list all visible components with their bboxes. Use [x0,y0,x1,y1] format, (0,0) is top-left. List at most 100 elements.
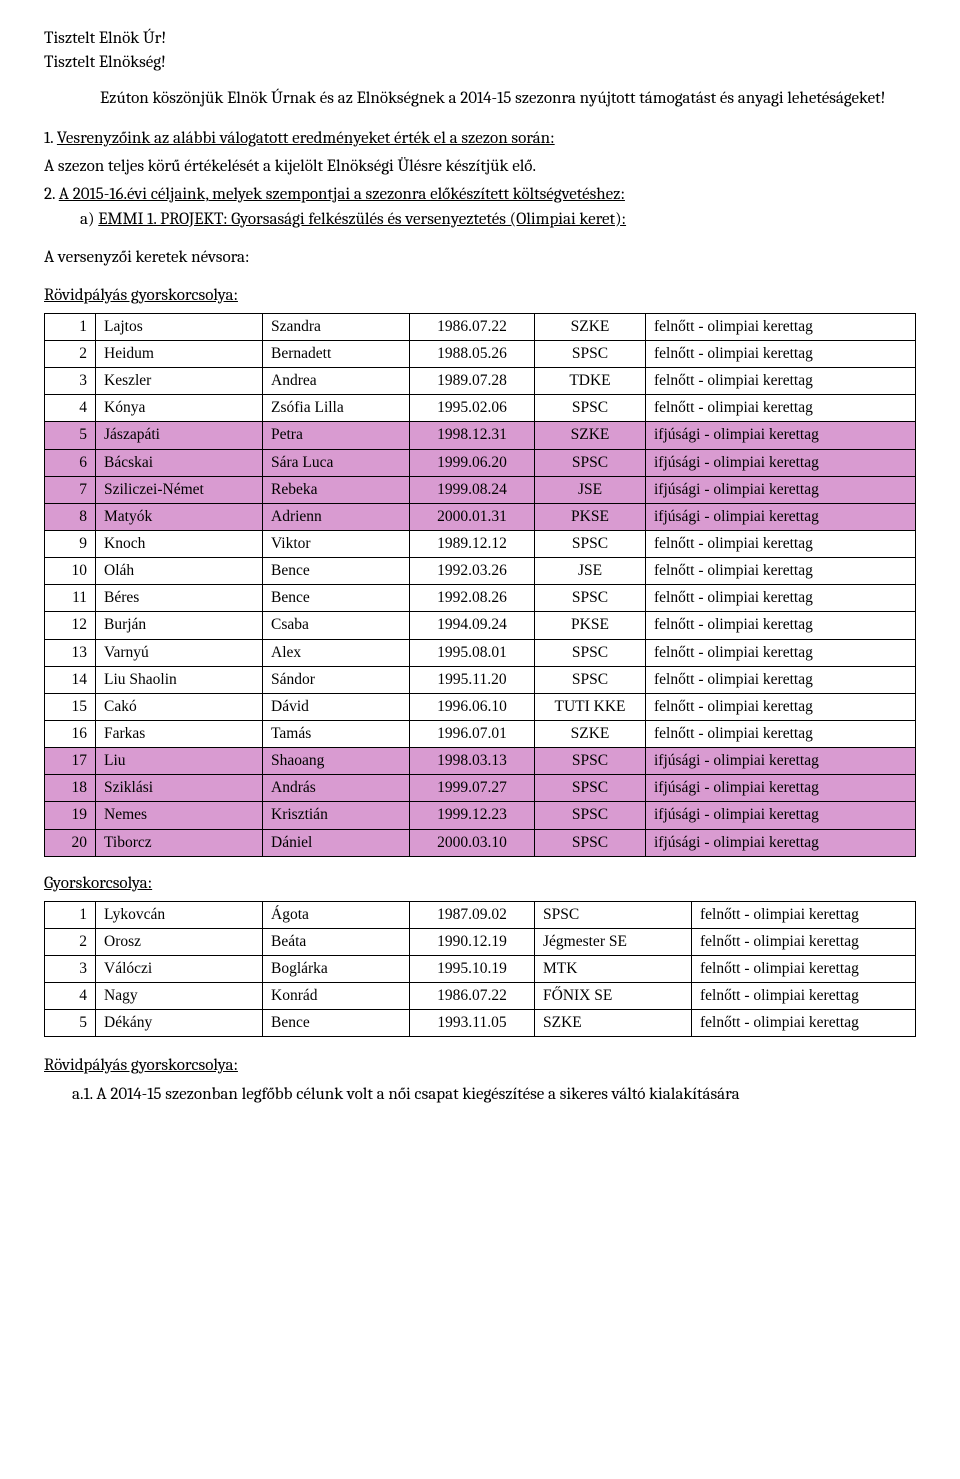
row-number: 17 [45,748,96,775]
row-number: 11 [45,585,96,612]
category: felnőtt - olimpiai kerettag [692,983,916,1010]
row-number: 4 [45,395,96,422]
birth-date: 1999.12.23 [410,802,535,829]
category: felnőtt - olimpiai kerettag [646,612,916,639]
club: TDKE [535,368,646,395]
club: SPSC [535,340,646,367]
table-row: 10OláhBence1992.03.26JSEfelnőtt - olimpi… [45,558,916,585]
club: SZKE [535,720,646,747]
footer-item-num: a.1. [72,1085,93,1104]
birth-date: 1992.08.26 [410,585,535,612]
last-name: Lajtos [96,313,263,340]
last-name: Nagy [96,983,263,1010]
category: felnőtt - olimpiai kerettag [646,368,916,395]
club: SPSC [535,639,646,666]
category: felnőtt - olimpiai kerettag [646,530,916,557]
club: PKSE [535,612,646,639]
club: SPSC [535,748,646,775]
item2-text: A 2015-16.évi céljaink, melyek szempontj… [59,185,625,204]
first-name: Dávid [263,693,410,720]
birth-date: 1999.06.20 [410,449,535,476]
birth-date: 1996.06.10 [410,693,535,720]
first-name: Bernadett [263,340,410,367]
birth-date: 1995.08.01 [410,639,535,666]
club: SPSC [535,395,646,422]
table-row: 17LiuShaoang1998.03.13SPSCifjúsági - oli… [45,748,916,775]
first-name: Shaoang [263,748,410,775]
last-name: Heidum [96,340,263,367]
birth-date: 1998.12.31 [410,422,535,449]
table-row: 13VarnyúAlex1995.08.01SPSCfelnőtt - olim… [45,639,916,666]
row-number: 20 [45,829,96,856]
birth-date: 1999.08.24 [410,476,535,503]
birth-date: 1995.11.20 [410,666,535,693]
club: MTK [535,956,692,983]
first-name: Csaba [263,612,410,639]
first-name: Alex [263,639,410,666]
category: ifjúsági - olimpiai kerettag [646,422,916,449]
last-name: Oláh [96,558,263,585]
first-name: Petra [263,422,410,449]
club: SPSC [535,530,646,557]
roster-table-2: 1LykovcánÁgota1987.09.02SPSCfelnőtt - ol… [44,901,916,1038]
row-number: 1 [45,901,96,928]
row-number: 15 [45,693,96,720]
item2a-label: a) [80,210,94,229]
first-name: Dániel [263,829,410,856]
item2a: a) EMMI 1. PROJEKT: Gyorsasági felkészül… [80,209,916,231]
table-row: 1LajtosSzandra1986.07.22SZKEfelnőtt - ol… [45,313,916,340]
birth-date: 2000.01.31 [410,503,535,530]
row-number: 8 [45,503,96,530]
birth-date: 1990.12.19 [410,928,535,955]
category: felnőtt - olimpiai kerettag [646,693,916,720]
table-row: 19NemesKrisztián1999.12.23SPSCifjúsági -… [45,802,916,829]
table-row: 8MatyókAdrienn2000.01.31PKSEifjúsági - o… [45,503,916,530]
row-number: 6 [45,449,96,476]
club: FŐNIX SE [535,983,692,1010]
roster-table-1: 1LajtosSzandra1986.07.22SZKEfelnőtt - ol… [44,313,916,857]
first-name: Andrea [263,368,410,395]
last-name: Sziklási [96,775,263,802]
table-row: 18SziklásiAndrás1999.07.27SPSCifjúsági -… [45,775,916,802]
first-name: Krisztián [263,802,410,829]
last-name: Burján [96,612,263,639]
birth-date: 1988.05.26 [410,340,535,367]
last-name: Béres [96,585,263,612]
club: SPSC [535,901,692,928]
item1-sub: A szezon teljes körű értékelését a kijel… [44,156,916,178]
item2a-text: EMMI 1. PROJEKT: Gyorsasági felkészülés … [98,210,626,229]
numbered-item-1: 1. Vesrenyzőink az alábbi válogatott ere… [44,128,916,150]
row-number: 3 [45,368,96,395]
first-name: Adrienn [263,503,410,530]
row-number: 14 [45,666,96,693]
birth-date: 1995.02.06 [410,395,535,422]
numbered-item-2: 2. A 2015-16.évi céljaink, melyek szempo… [44,184,916,206]
row-number: 3 [45,956,96,983]
first-name: András [263,775,410,802]
last-name: Orosz [96,928,263,955]
table-row: 5JászapátiPetra1998.12.31SZKEifjúsági - … [45,422,916,449]
first-name: Bence [263,585,410,612]
first-name: Sára Luca [263,449,410,476]
birth-date: 1986.07.22 [410,313,535,340]
category: felnőtt - olimpiai kerettag [646,585,916,612]
greeting-line-1: Tisztelt Elnök Úr! [44,28,916,50]
last-name: Liu [96,748,263,775]
last-name: Jászapáti [96,422,263,449]
first-name: Beáta [263,928,410,955]
last-name: Lykovcán [96,901,263,928]
category: ifjúsági - olimpiai kerettag [646,503,916,530]
table-row: 9KnochViktor1989.12.12SPSCfelnőtt - olim… [45,530,916,557]
last-name: Nemes [96,802,263,829]
club: SPSC [535,775,646,802]
club: SPSC [535,585,646,612]
last-name: Kónya [96,395,263,422]
table-row: 12BurjánCsaba1994.09.24PKSEfelnőtt - oli… [45,612,916,639]
row-number: 13 [45,639,96,666]
intro-paragraph: Ezúton köszönjük Elnök Úrnak és az Elnök… [44,88,916,110]
table-row: 6BácskaiSára Luca1999.06.20SPSCifjúsági … [45,449,916,476]
club: SPSC [535,829,646,856]
category: felnőtt - olimpiai kerettag [646,395,916,422]
table-row: 15CakóDávid1996.06.10TUTI KKEfelnőtt - o… [45,693,916,720]
first-name: Bence [263,558,410,585]
